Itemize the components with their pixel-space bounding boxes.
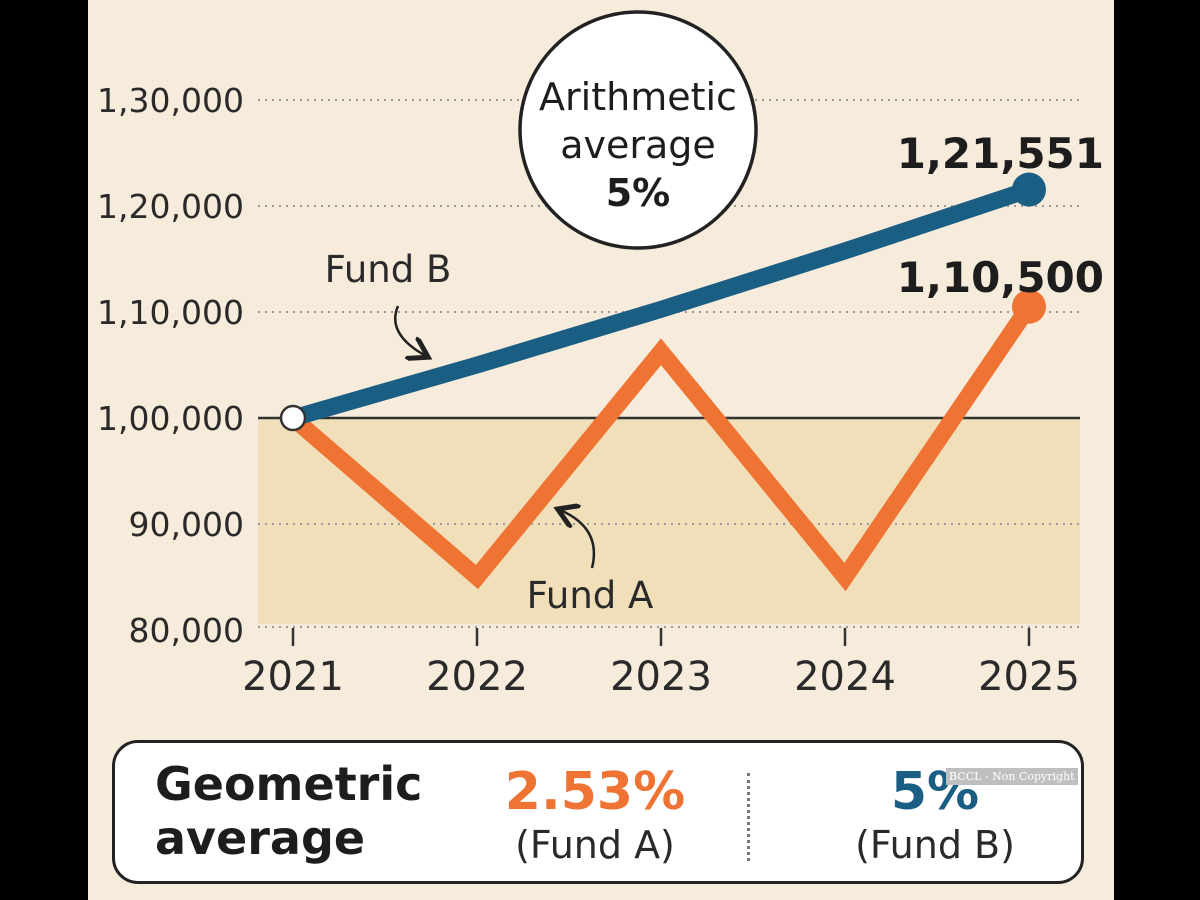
y-tick-label: 90,000 (129, 505, 244, 544)
fund-b-geo-label: (Fund B) (855, 823, 1015, 867)
fund-b-arrow (393, 305, 426, 356)
y-axis: 80,000 90,000 1,00,000 1,10,000 1,20,000 1,30… (97, 81, 244, 650)
y-tick-label: 1,20,000 (97, 187, 244, 226)
fund-b-geometric: 5% (Fund B) (815, 763, 1055, 869)
x-tick-label: 2022 (426, 654, 528, 700)
origin-point (279, 404, 307, 432)
x-tick-label: 2021 (242, 654, 344, 700)
fund-a-line (287, 301, 1037, 592)
fund-a-geometric: 2.53% (Fund A) (475, 763, 715, 869)
arith-line1: Arithmetic (539, 75, 737, 119)
fund-a-end-point (1012, 289, 1046, 324)
fund-a-name-label: Fund A (527, 574, 654, 617)
y-tick-label: 1,00,000 (97, 399, 244, 438)
fund-b-end-point (1012, 172, 1046, 207)
y-tick-label: 1,10,000 (97, 293, 244, 332)
fund-b-line (290, 181, 1032, 427)
divider (747, 773, 750, 861)
fund-b-end-label: 1,21,551 (897, 129, 1104, 178)
x-tick-label: 2025 (978, 654, 1080, 700)
geometric-average-box: Geometric average 2.53% (Fund A) 5% (Fun… (112, 740, 1084, 884)
x-tick-label: 2023 (610, 654, 712, 700)
arith-line2: average (560, 123, 716, 167)
arith-value: 5% (606, 171, 671, 215)
fund-a-geo-label: (Fund A) (515, 823, 675, 867)
fund-a-end-label: 1,10,500 (897, 253, 1104, 302)
watermark: BCCL - Non Copyright (946, 768, 1078, 785)
fund-a-arrow (560, 510, 596, 569)
y-tick-label: 80,000 (129, 611, 244, 650)
series-lines (279, 172, 1046, 592)
arithmetic-average-callout: Arithmetic average 5% (518, 10, 758, 250)
x-axis: 2021 2022 2023 2024 2025 (242, 628, 1080, 700)
x-tick-label: 2024 (794, 654, 896, 700)
series-labels: Fund B Fund A 1,21,551 1,10,500 (325, 129, 1104, 617)
fund-b-name-label: Fund B (325, 248, 452, 291)
below-baseline-shade (258, 418, 1080, 624)
fund-a-geo-value: 2.53% (504, 762, 686, 822)
y-tick-label: 1,30,000 (97, 81, 244, 120)
geometric-title: Geometric average (155, 757, 423, 865)
